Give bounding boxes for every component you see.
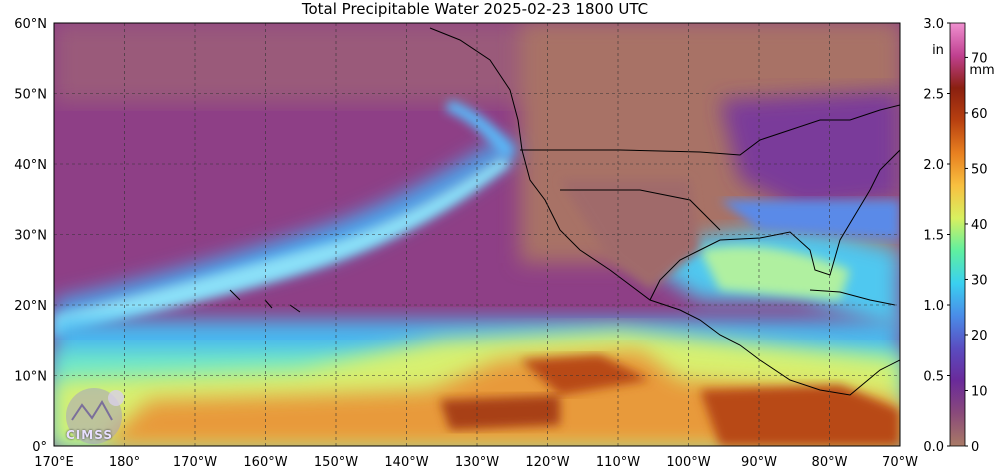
longitude-label: 140°W [384,455,428,470]
longitude-label: 110°W [596,455,640,470]
colorbar-unit-in: in [932,43,944,58]
gridlines [54,23,900,446]
logo-text: CIMSS [66,428,113,442]
latitude-label: 0° [32,440,47,455]
cimss-logo-icon [66,388,124,444]
longitude-label: 170°E [34,455,74,470]
longitude-label: 100°W [666,455,710,470]
coastlines [229,27,900,396]
longitude-labels: 170°E 180° 170°W 160°W 150°W 140°W 130°W 120°W 1… [34,455,918,470]
latitude-label: 20°N [14,299,47,314]
colorbar-inch-label: 0.0 [923,440,944,455]
colorbar-mm-label: 50 [971,162,988,177]
longitude-label: 170°W [173,455,217,470]
colorbar-inch-label: 2.0 [923,158,944,173]
latitude-label: 60°N [14,17,47,32]
colorbar: 3.0 2.5 2.0 1.5 1.0 0.5 0.0 70 60 50 40 30 20 10 0 in… [923,17,994,455]
map-title: Total Precipitable Water 2025-02-23 1800… [301,0,649,18]
colorbar-bar [949,22,966,447]
colorbar-unit-mm: mm [969,63,994,78]
longitude-label: 70°W [882,455,918,470]
colorbar-inch-label: 0.5 [923,370,944,385]
longitude-label: 150°W [314,455,358,470]
colorbar-mm-ticks: 70 60 50 40 30 20 10 0 [965,51,988,455]
latitude-label: 10°N [14,370,47,385]
colorbar-mm-label: 40 [971,218,988,233]
map-frame [53,22,901,447]
longitude-label: 130°W [455,455,499,470]
latitude-label: 50°N [14,88,47,103]
longitude-label: 120°W [525,455,569,470]
colorbar-mm-label: 70 [971,51,988,66]
latitude-labels: 60°N 50°N 40°N 30°N 20°N 10°N 0° [14,17,47,455]
colorbar-inch-label: 2.5 [923,88,944,103]
colorbar-inch-ticks: 3.0 2.5 2.0 1.5 1.0 0.5 0.0 [923,17,950,455]
colorbar-mm-label: 60 [971,107,988,122]
longitude-label: 180° [109,455,140,470]
colorbar-mm-label: 20 [971,329,988,344]
latitude-label: 30°N [14,229,47,244]
colorbar-mm-label: 30 [971,273,988,288]
colorbar-mm-label: 0 [971,440,979,455]
colorbar-inch-label: 3.0 [923,17,944,32]
longitude-label: 160°W [243,455,287,470]
colorbar-inch-label: 1.5 [923,229,944,244]
colorbar-mm-label: 10 [971,384,988,399]
longitude-label: 80°W [812,455,848,470]
colorbar-inch-label: 1.0 [923,299,944,314]
latitude-label: 40°N [14,158,47,173]
longitude-label: 90°W [741,455,777,470]
